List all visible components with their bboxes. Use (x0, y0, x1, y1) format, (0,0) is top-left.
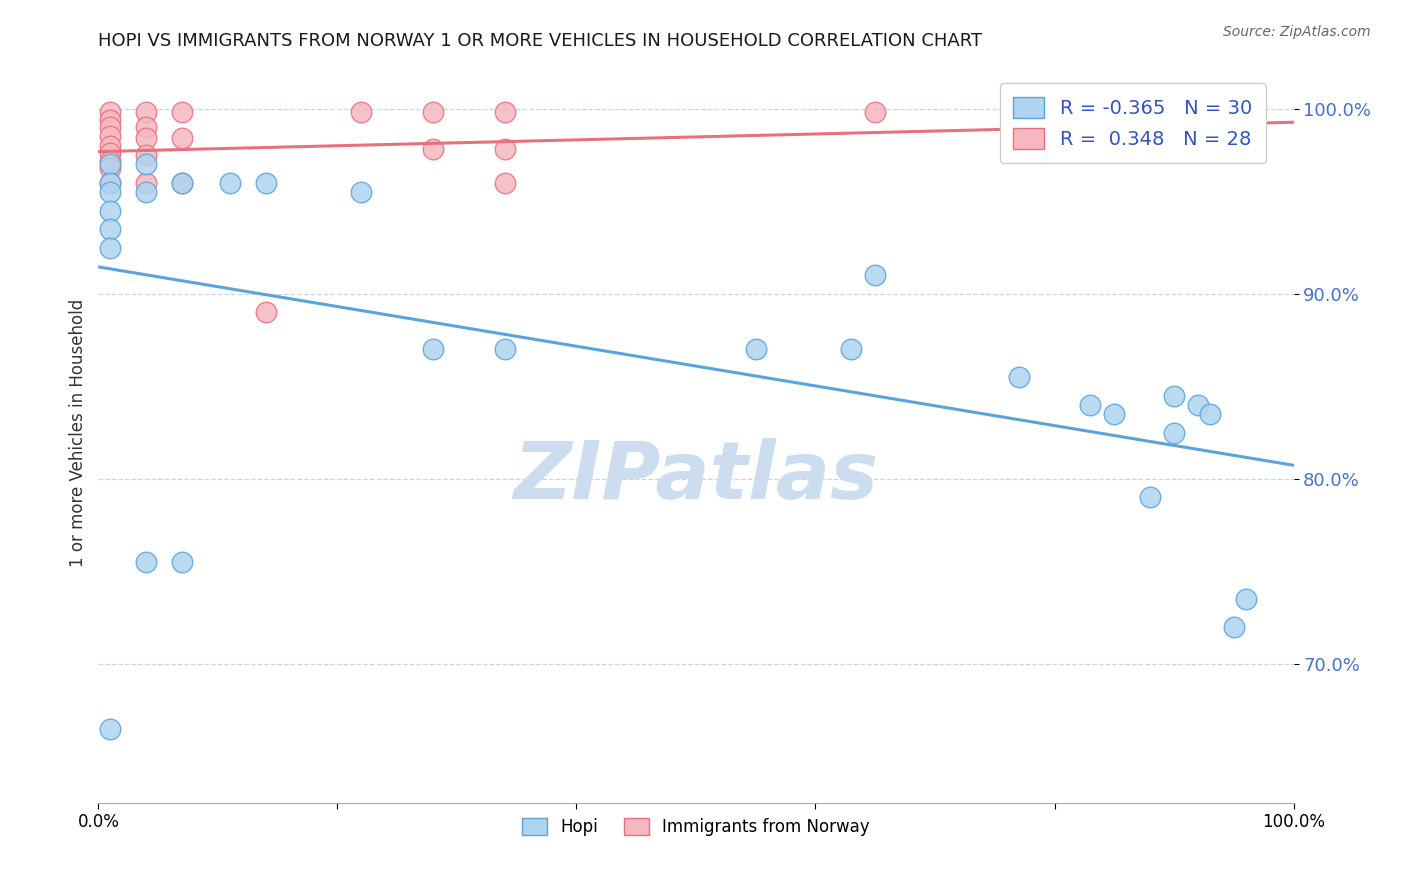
Point (98, 120, 122, 135)
Text: ZIPatlas: ZIPatlas (513, 438, 879, 516)
Point (98, 138, 122, 153)
Point (172, 105, 194, 120)
Point (1163, 129, 1185, 144)
Point (98, 203, 122, 218)
Point (98, 161, 122, 175)
Point (135, 120, 157, 135)
Point (135, 148, 157, 162)
Text: Source: ZipAtlas.com: Source: ZipAtlas.com (1223, 25, 1371, 39)
Point (135, 555, 157, 569)
Point (1163, 120, 1185, 135)
Point (1187, 398, 1209, 412)
Point (98, 222, 122, 236)
Point (350, 105, 373, 120)
Point (98, 240, 122, 254)
Point (865, 105, 887, 120)
Point (1163, 425, 1185, 440)
Point (494, 143, 516, 157)
Point (172, 131, 194, 145)
Point (254, 305, 277, 319)
Point (98, 185, 122, 199)
Point (1139, 491, 1161, 505)
Point (98, 129, 122, 144)
Point (172, 176, 194, 190)
Point (98, 722, 122, 736)
Point (98, 157, 122, 171)
Point (98, 176, 122, 190)
Point (1080, 398, 1102, 412)
Point (1223, 620, 1246, 634)
Y-axis label: 1 or more Vehicles in Household: 1 or more Vehicles in Household (69, 299, 87, 566)
Point (350, 185, 373, 199)
Point (135, 176, 157, 190)
Point (422, 105, 444, 120)
Point (219, 176, 242, 190)
Legend: Hopi, Immigrants from Norway: Hopi, Immigrants from Norway (516, 811, 876, 843)
Point (841, 343, 863, 357)
Point (1199, 407, 1222, 421)
Point (135, 131, 157, 145)
Point (1163, 389, 1185, 403)
Point (98, 146, 122, 161)
Point (172, 176, 194, 190)
Point (254, 176, 277, 190)
Point (1008, 370, 1031, 384)
Point (135, 105, 157, 120)
Point (422, 143, 444, 157)
Point (1234, 592, 1257, 607)
Point (422, 343, 444, 357)
Point (135, 185, 157, 199)
Point (98, 112, 122, 127)
Point (172, 555, 194, 569)
Point (98, 105, 122, 120)
Point (865, 268, 887, 283)
Point (1104, 407, 1126, 421)
Point (98, 176, 122, 190)
Point (745, 343, 768, 357)
Text: HOPI VS IMMIGRANTS FROM NORWAY 1 OR MORE VEHICLES IN HOUSEHOLD CORRELATION CHART: HOPI VS IMMIGRANTS FROM NORWAY 1 OR MORE… (98, 32, 983, 50)
Point (494, 343, 516, 357)
Point (494, 176, 516, 190)
Point (1163, 105, 1185, 120)
Point (135, 157, 157, 171)
Point (494, 105, 516, 120)
Point (98, 153, 122, 168)
